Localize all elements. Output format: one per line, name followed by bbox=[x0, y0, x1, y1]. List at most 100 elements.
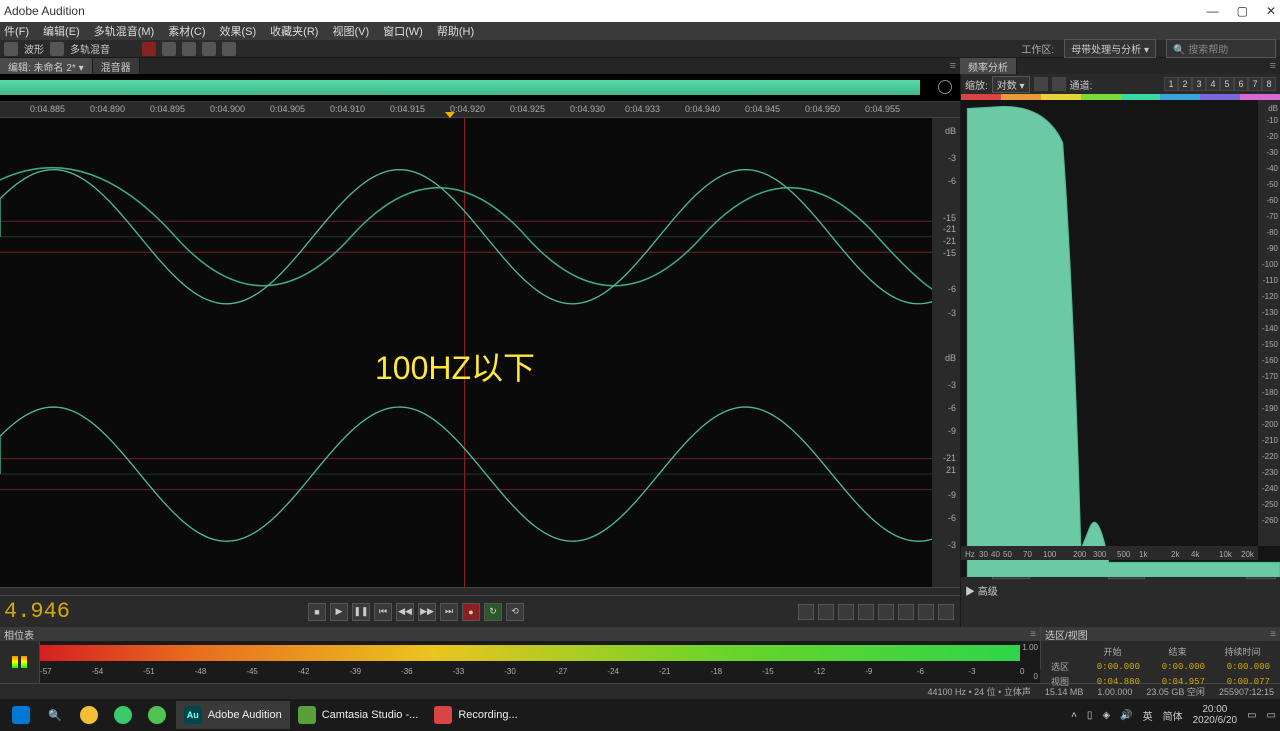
record-toggle-icon[interactable] bbox=[142, 42, 156, 56]
time-ruler[interactable]: 0:04.8850:04.8900:04.8950:04.9000:04.905… bbox=[0, 102, 960, 118]
workspace-dropdown[interactable]: 母带处理与分析 ▾ bbox=[1064, 39, 1156, 58]
panel-menu-icon[interactable]: ≡ bbox=[950, 60, 960, 72]
menu-item[interactable]: 帮助(H) bbox=[437, 23, 474, 39]
transport-button[interactable]: ■ bbox=[308, 603, 326, 621]
spec-db-tick: -50 bbox=[1266, 180, 1278, 189]
menu-item[interactable]: 多轨混音(M) bbox=[94, 23, 155, 39]
app-title: Adobe Audition bbox=[4, 4, 85, 18]
tab-editor[interactable]: 编辑: 未命名 2* ▾ bbox=[0, 58, 93, 75]
meter-tick: -12 bbox=[814, 667, 826, 676]
minimize-icon[interactable]: — bbox=[1207, 4, 1219, 18]
tool-icon-4[interactable] bbox=[222, 42, 236, 56]
tray-battery-icon[interactable]: ▯ bbox=[1087, 710, 1093, 721]
multitrack-mode-icon[interactable] bbox=[50, 42, 64, 56]
meter-tick: -9 bbox=[865, 667, 872, 676]
taskbar-pin-chrome[interactable] bbox=[72, 701, 106, 729]
channel-button[interactable]: 8 bbox=[1262, 77, 1276, 91]
channel-button[interactable]: 2 bbox=[1178, 77, 1192, 91]
panel-menu-icon[interactable]: ≡ bbox=[1270, 60, 1280, 72]
tab-mixer[interactable]: 混音器 bbox=[93, 58, 140, 75]
tab-freq-analysis[interactable]: 频率分析 bbox=[960, 58, 1017, 75]
spec-freq-tick: 50 bbox=[1003, 550, 1012, 559]
transport-button[interactable]: ● bbox=[462, 603, 480, 621]
zoom-controls bbox=[798, 604, 960, 620]
advanced-toggle[interactable]: ▶ 高级 bbox=[965, 583, 998, 598]
search-icon[interactable]: 🔍 bbox=[40, 701, 70, 729]
tray-ime-layout[interactable]: 简体 bbox=[1163, 708, 1183, 723]
menu-item[interactable]: 收藏夹(R) bbox=[270, 23, 318, 39]
maximize-icon[interactable]: ▢ bbox=[1237, 4, 1248, 18]
copy-icon[interactable] bbox=[1052, 77, 1066, 91]
channel-button[interactable]: 4 bbox=[1206, 77, 1220, 91]
magnify-icon[interactable] bbox=[938, 80, 952, 94]
menu-item[interactable]: 素材(C) bbox=[168, 23, 205, 39]
transport-button[interactable]: ▶▶ bbox=[418, 603, 436, 621]
tray-action-icon[interactable]: ▭ bbox=[1267, 710, 1276, 721]
transport-button[interactable]: ↻ bbox=[484, 603, 502, 621]
close-icon[interactable]: ✕ bbox=[1266, 4, 1276, 18]
tool-icon-2[interactable] bbox=[182, 42, 196, 56]
zoom-icon[interactable] bbox=[938, 604, 954, 620]
spec-db-tick: -20 bbox=[1266, 132, 1278, 141]
zoom-full-icon[interactable] bbox=[838, 604, 854, 620]
tray-ime-lang[interactable]: 英 bbox=[1143, 708, 1153, 723]
scale-label: 缩放: bbox=[965, 77, 988, 92]
waveform-display[interactable]: dB-3-6-15-21-21-15-6-3dB-3-6-9-2121-9-6-… bbox=[0, 118, 960, 587]
timecode-display[interactable]: 4.946 bbox=[0, 599, 300, 624]
transport-button[interactable]: ⏮ bbox=[374, 603, 392, 621]
tray-notification-icon[interactable]: ▭ bbox=[1247, 710, 1256, 721]
search-help-input[interactable]: 🔍 搜索帮助 bbox=[1166, 39, 1276, 58]
panel-menu-icon[interactable]: ≡ bbox=[1270, 629, 1276, 640]
wave-mode-label[interactable]: 波形 bbox=[24, 41, 44, 56]
channel-button[interactable]: 5 bbox=[1220, 77, 1234, 91]
channel-button[interactable]: 6 bbox=[1234, 77, 1248, 91]
link-icon[interactable] bbox=[1034, 77, 1048, 91]
zoom-in-icon[interactable] bbox=[798, 604, 814, 620]
menu-item[interactable]: 视图(V) bbox=[332, 23, 369, 39]
tool-icon-3[interactable] bbox=[202, 42, 216, 56]
tray-wifi-icon[interactable]: ◈ bbox=[1102, 710, 1110, 721]
transport-button[interactable]: ❚❚ bbox=[352, 603, 370, 621]
panel-menu-icon[interactable]: ≡ bbox=[1030, 629, 1036, 640]
taskbar-pin-wechat[interactable] bbox=[140, 701, 174, 729]
menu-item[interactable]: 窗口(W) bbox=[383, 23, 423, 39]
zoom-reset-icon[interactable] bbox=[918, 604, 934, 620]
tray-volume-icon[interactable]: 🔊 bbox=[1120, 710, 1132, 721]
db-tick: -9 bbox=[948, 426, 956, 436]
spectrum-display[interactable]: dB-10-20-30-40-50-60-70-80-90-100-110-12… bbox=[961, 100, 1280, 560]
transport-button[interactable]: ▶ bbox=[330, 603, 348, 621]
spec-freq-tick: 1k bbox=[1139, 550, 1147, 559]
tray-chevron-icon[interactable]: ˄ bbox=[1071, 710, 1077, 721]
window-titlebar: Adobe Audition — ▢ ✕ bbox=[0, 0, 1280, 22]
wave-mode-icon[interactable] bbox=[4, 42, 18, 56]
transport-button[interactable]: ◀◀ bbox=[396, 603, 414, 621]
menu-item[interactable]: 效果(S) bbox=[220, 23, 257, 39]
zoom-in-v-icon[interactable] bbox=[878, 604, 894, 620]
spec-db-tick: -220 bbox=[1262, 452, 1278, 461]
taskbar-app[interactable]: Recording... bbox=[426, 701, 525, 729]
multitrack-mode-label[interactable]: 多轨混音 bbox=[70, 41, 110, 56]
zoom-out-icon[interactable] bbox=[818, 604, 834, 620]
transport-button[interactable]: ⟲ bbox=[506, 603, 524, 621]
taskbar-pin-edge[interactable] bbox=[106, 701, 140, 729]
start-button[interactable] bbox=[4, 701, 38, 729]
taskbar-app[interactable]: AuAdobe Audition bbox=[176, 701, 290, 729]
spec-db-tick: -260 bbox=[1262, 516, 1278, 525]
channel-button[interactable]: 3 bbox=[1192, 77, 1206, 91]
scale-dropdown[interactable]: 对数 ▾ bbox=[992, 76, 1030, 93]
meter-tick: -24 bbox=[607, 667, 619, 676]
tool-icon[interactable] bbox=[162, 42, 176, 56]
zoom-out-v-icon[interactable] bbox=[898, 604, 914, 620]
taskbar-app[interactable]: Camtasia Studio -... bbox=[290, 701, 427, 729]
channel-label: 通道: bbox=[1070, 77, 1093, 92]
time-tick: 0:04.900 bbox=[210, 104, 245, 114]
channel-button[interactable]: 1 bbox=[1164, 77, 1178, 91]
tray-clock[interactable]: 20:00 2020/6/20 bbox=[1193, 704, 1238, 726]
zoom-sel-icon[interactable] bbox=[858, 604, 874, 620]
channel-button[interactable]: 7 bbox=[1248, 77, 1262, 91]
spec-freq-tick: Hz bbox=[965, 550, 975, 559]
overview-strip[interactable] bbox=[0, 74, 960, 102]
transport-button[interactable]: ⏭ bbox=[440, 603, 458, 621]
menu-item[interactable]: 编辑(E) bbox=[43, 23, 80, 39]
menu-item[interactable]: 件(F) bbox=[4, 23, 29, 39]
